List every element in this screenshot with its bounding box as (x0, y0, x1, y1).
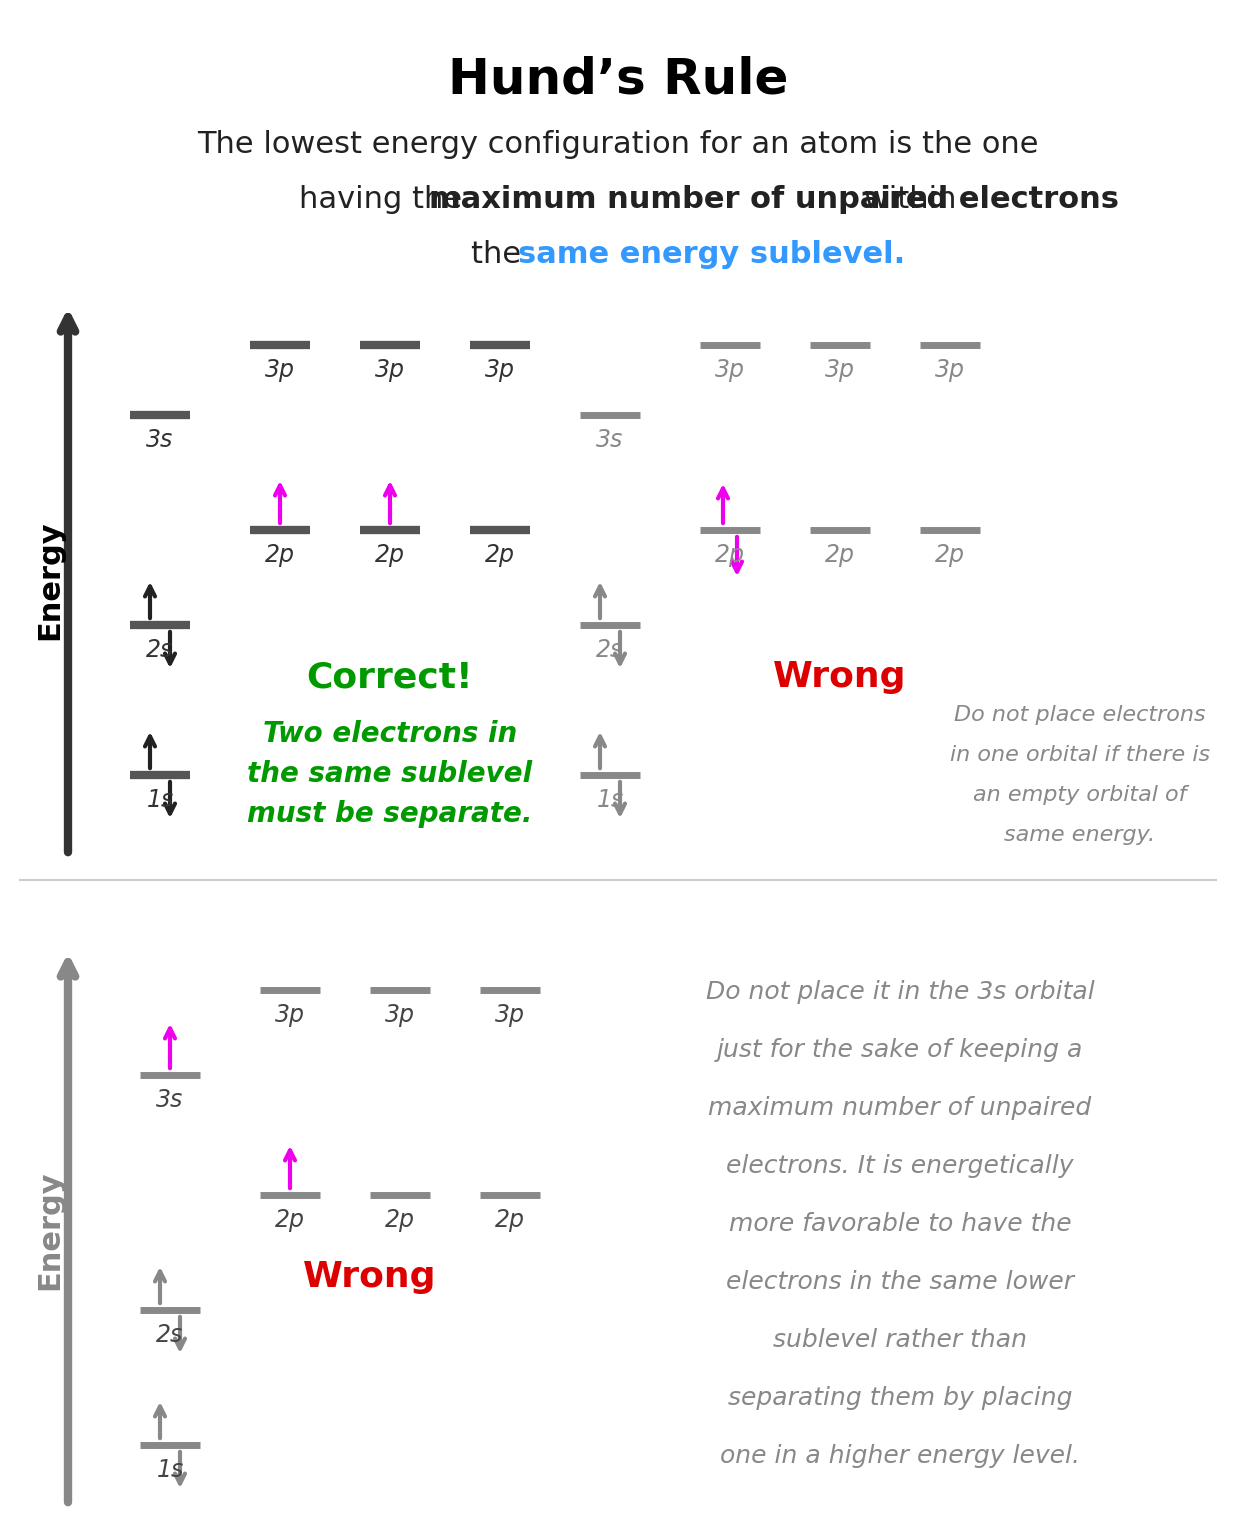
Text: sublevel rather than: sublevel rather than (772, 1329, 1027, 1352)
Text: must be separate.: must be separate. (247, 800, 533, 828)
Text: same energy.: same energy. (1005, 825, 1156, 845)
Text: 1s: 1s (157, 1458, 184, 1482)
Text: having the 
maximum number of unpaired electrons
 within: having the maximum number of unpaired el… (310, 184, 926, 281)
Text: electrons in the same lower: electrons in the same lower (726, 1270, 1074, 1293)
Text: Two electrons in: Two electrons in (263, 720, 517, 748)
Text: 2p: 2p (824, 544, 855, 567)
Text: Wrong: Wrong (303, 1260, 436, 1293)
Text: 3p: 3p (265, 358, 295, 382)
Text: maximum number of unpaired: maximum number of unpaired (708, 1097, 1091, 1120)
Text: just for the sake of keeping a: just for the sake of keeping a (717, 1038, 1083, 1061)
Text: 3p: 3p (375, 358, 405, 382)
Text: 3s: 3s (597, 429, 624, 452)
Text: 2p: 2p (384, 1207, 415, 1232)
Text: 2p: 2p (274, 1207, 305, 1232)
Text: 1s: 1s (146, 788, 173, 813)
Text: 2p: 2p (375, 544, 405, 567)
Text: one in a higher energy level.: one in a higher energy level. (721, 1444, 1080, 1468)
Text: having the: having the (299, 184, 472, 214)
Text: 3p: 3p (384, 1003, 415, 1028)
Text: 3p: 3p (274, 1003, 305, 1028)
Text: in one orbital if there is: in one orbital if there is (950, 745, 1210, 765)
Text: the: the (471, 240, 530, 269)
Text: Wrong: Wrong (774, 660, 907, 694)
Text: Hund’s Rule: Hund’s Rule (447, 55, 789, 103)
Text: electrons. It is energetically: electrons. It is energetically (727, 1154, 1074, 1178)
Text: within: within (854, 184, 957, 214)
Text: Do not place electrons: Do not place electrons (954, 705, 1206, 725)
Text: 1s: 1s (597, 788, 624, 813)
Text: 2p: 2p (265, 544, 295, 567)
Text: separating them by placing: separating them by placing (728, 1385, 1073, 1410)
Text: 3s: 3s (157, 1087, 184, 1112)
Text: 2s: 2s (157, 1322, 184, 1347)
Text: Correct!: Correct! (307, 660, 473, 694)
Text: Energy: Energy (36, 1170, 64, 1290)
Text: 3p: 3p (494, 1003, 525, 1028)
Text: 2p: 2p (494, 1207, 525, 1232)
Text: an empty orbital of: an empty orbital of (973, 785, 1187, 805)
Text: 3p: 3p (485, 358, 515, 382)
Text: more favorable to have the: more favorable to have the (729, 1212, 1072, 1236)
Text: 3p: 3p (824, 358, 855, 382)
Text: maximum number of unpaired electrons: maximum number of unpaired electrons (429, 184, 1120, 214)
Text: The lowest energy configuration for an atom is the one: The lowest energy configuration for an a… (198, 131, 1038, 160)
Text: 2s: 2s (597, 637, 624, 662)
Text: same energy sublevel.: same energy sublevel. (518, 240, 905, 269)
Text: 3s: 3s (146, 429, 173, 452)
Text: 2s: 2s (146, 637, 173, 662)
Text: 2p: 2p (485, 544, 515, 567)
Text: the same sublevel: the same sublevel (247, 760, 533, 788)
Text: 2p: 2p (934, 544, 965, 567)
Text: 3p: 3p (934, 358, 965, 382)
Text: 2p: 2p (714, 544, 745, 567)
Text: Energy: Energy (36, 521, 64, 641)
Text: 3p: 3p (714, 358, 745, 382)
Text: Do not place it in the 3s orbital: Do not place it in the 3s orbital (706, 980, 1094, 1005)
